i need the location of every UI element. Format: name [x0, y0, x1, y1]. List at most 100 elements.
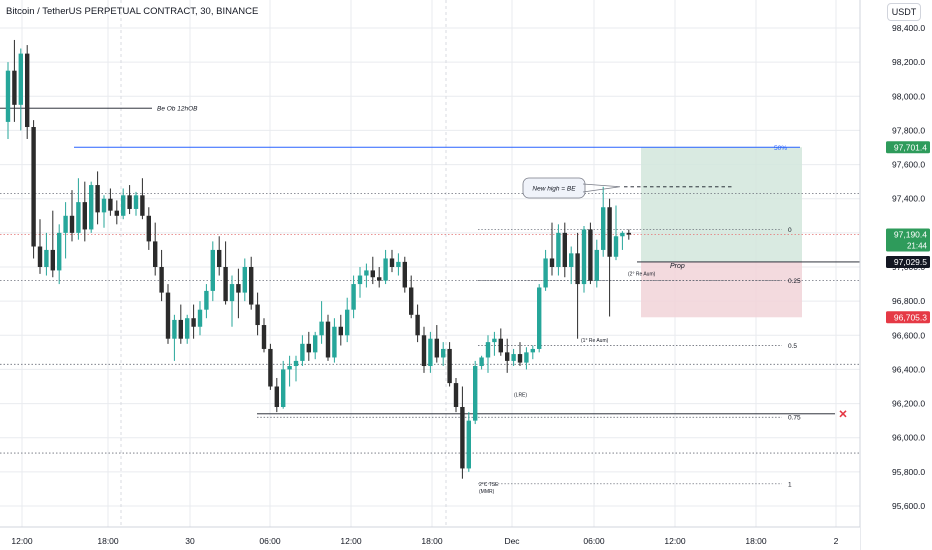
- candle-body: [172, 319, 177, 339]
- candle-body: [402, 261, 407, 288]
- x-tick-label: 06:00: [583, 536, 605, 546]
- candle-body: [415, 314, 420, 336]
- x-tick-label: 12:00: [340, 536, 362, 546]
- price-tag-label: 96,705.3: [894, 312, 927, 322]
- fib-level-label: 0.25: [788, 278, 801, 285]
- candle-body: [44, 249, 49, 267]
- candle-body: [460, 406, 465, 469]
- annotation-mmr: (MMR): [479, 489, 495, 495]
- candle-body: [306, 343, 311, 353]
- candle-body: [229, 284, 235, 302]
- candle-body: [332, 326, 337, 358]
- candle-body: [338, 326, 343, 336]
- candle-body: [191, 318, 196, 327]
- candle-body: [434, 338, 439, 358]
- candle-body: [50, 249, 55, 271]
- y-tick-label: 95,800.0: [892, 467, 925, 477]
- candle-body: [293, 360, 299, 367]
- candle-body: [511, 354, 516, 361]
- candle-body: [517, 354, 523, 363]
- candle-body: [466, 420, 471, 469]
- symbol-title: Bitcoin / TetherUS PERPETUAL CONTRACT, 3…: [6, 6, 259, 17]
- candle-body: [543, 258, 548, 288]
- candle-body: [569, 253, 574, 267]
- candle-body: [82, 202, 87, 230]
- candle-body: [114, 210, 119, 216]
- candle-body: [287, 366, 292, 370]
- candle-body: [530, 348, 535, 353]
- candle-body: [351, 284, 356, 310]
- price-tag-label: 97,190.4: [894, 229, 927, 239]
- candle-body: [607, 207, 612, 257]
- callout-box: [522, 177, 586, 199]
- y-tick-label: 96,400.0: [892, 364, 925, 374]
- candle-body: [255, 304, 260, 326]
- candle-body: [562, 232, 567, 267]
- candle-body: [140, 195, 145, 216]
- candle-body: [389, 258, 395, 267]
- candle-body: [121, 195, 126, 216]
- candle-body: [249, 267, 254, 305]
- close-marker-icon: [839, 410, 847, 418]
- x-tick-label: 18:00: [421, 536, 443, 546]
- candle-body: [25, 53, 30, 128]
- candle-body: [581, 229, 587, 285]
- candle-body: [357, 275, 363, 285]
- candle-body: [409, 287, 414, 315]
- candle-body: [396, 261, 401, 267]
- price-tag: [886, 311, 930, 324]
- candle-body: [626, 232, 631, 235]
- stop-loss-zone: [641, 261, 802, 318]
- candle-body: [313, 335, 318, 353]
- candle-body: [242, 267, 247, 293]
- candle-body: [197, 309, 203, 327]
- candle-body: [524, 352, 529, 363]
- y-tick-label: 97,400.0: [892, 194, 925, 204]
- x-tick-label: 06:00: [259, 536, 281, 546]
- candle-body: [165, 292, 171, 339]
- y-tick-label: 96,200.0: [892, 399, 925, 409]
- candle-body: [498, 338, 503, 353]
- candle-body: [300, 343, 305, 361]
- candle-body: [556, 232, 561, 267]
- candle-body: [537, 287, 542, 349]
- fib-level-label: 50%: [774, 145, 787, 152]
- take-profit-zone: [641, 147, 802, 262]
- fib-level-label: 0.5: [788, 343, 797, 350]
- candle-body: [18, 53, 23, 105]
- currency-button[interactable]: USDT: [887, 3, 921, 21]
- price-tag: [886, 141, 930, 154]
- candle-body: [428, 338, 433, 367]
- x-tick-label: 18:00: [97, 536, 119, 546]
- y-tick-label: 97,600.0: [892, 160, 925, 170]
- annotation-2-re: (2° Re Aum): [628, 272, 656, 278]
- candle-body: [441, 348, 446, 358]
- candle-body: [383, 258, 388, 281]
- y-tick-label: 98,000.0: [892, 91, 925, 101]
- fib-level-label: 1: [788, 481, 792, 488]
- candle-body: [319, 321, 324, 336]
- candle-body: [613, 236, 619, 257]
- candle-body: [63, 215, 68, 233]
- candle-body: [127, 195, 132, 209]
- price-tag-timer: 21:44: [907, 241, 928, 250]
- y-tick-label: 97,800.0: [892, 125, 925, 135]
- annotation-ob: Be Ob 12hOB: [157, 106, 198, 113]
- y-tick-label: 98,400.0: [892, 23, 925, 33]
- y-tick-label: 98,200.0: [892, 57, 925, 67]
- x-tick-label: 2: [834, 536, 839, 546]
- candle-body: [588, 229, 593, 281]
- x-tick-label: 30: [185, 536, 195, 546]
- candle-body: [133, 195, 139, 209]
- x-tick-label: 12:00: [664, 536, 686, 546]
- annotation-1-re: (1° Re Aum): [581, 338, 609, 344]
- price-tag: [886, 228, 930, 252]
- candle-body: [223, 267, 228, 302]
- candle-body: [274, 386, 279, 407]
- candle-body: [370, 270, 375, 278]
- candle-body: [575, 253, 580, 285]
- candle-body: [178, 319, 183, 339]
- y-tick-label: 95,600.0: [892, 501, 925, 511]
